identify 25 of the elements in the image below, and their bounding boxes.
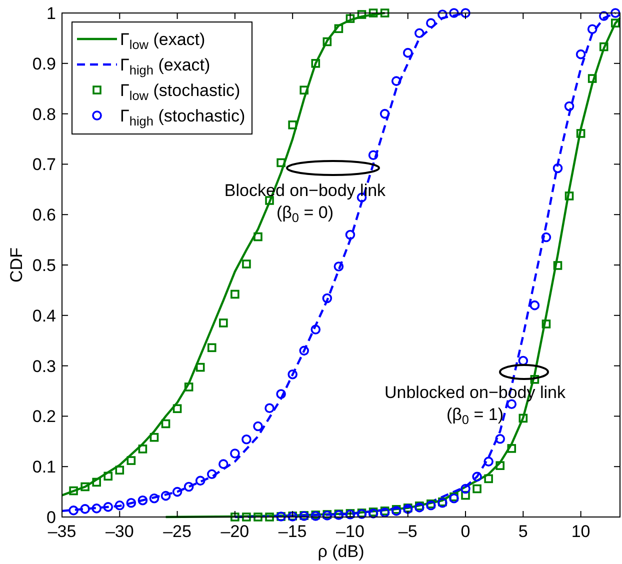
x-tick-label: –25 <box>163 522 192 541</box>
x-tick-label: 5 <box>518 522 528 541</box>
y-tick-label: 0.4 <box>32 306 56 326</box>
x-tick-label: –20 <box>220 522 250 541</box>
x-tick-label: –10 <box>336 522 364 541</box>
y-tick-label: 0.7 <box>32 155 56 174</box>
legend-label: Γ$_{high}$ (stochastic) <box>120 106 246 128</box>
legend-label: Γ$_{low}$ (stochastic) <box>120 81 240 103</box>
x-tick-label: –5 <box>398 522 418 541</box>
x-axis-title: ρ (dB) <box>318 542 364 561</box>
y-tick-label: 0.1 <box>32 458 56 477</box>
y-tick-label: 0.3 <box>32 356 56 376</box>
y-tick-label: 0.8 <box>32 104 56 124</box>
y-tick-label: 0.6 <box>32 206 56 225</box>
legend-label: Γ$_{high}$ (exact) <box>120 56 210 78</box>
x-tick-label: –30 <box>105 522 134 541</box>
x-tick-label: –15 <box>278 522 307 541</box>
y-tick-label: 1 <box>46 4 56 23</box>
y-tick-label: 0.5 <box>32 256 56 275</box>
y-tick-label: 0.9 <box>32 54 56 74</box>
x-tick-label: 0 <box>460 522 470 541</box>
y-tick-label: 0.2 <box>32 407 56 426</box>
x-tick-label: 10 <box>571 522 590 541</box>
y-axis-title: CDF <box>7 248 26 282</box>
legend-label: Γ$_{low}$ (exact) <box>120 30 206 52</box>
